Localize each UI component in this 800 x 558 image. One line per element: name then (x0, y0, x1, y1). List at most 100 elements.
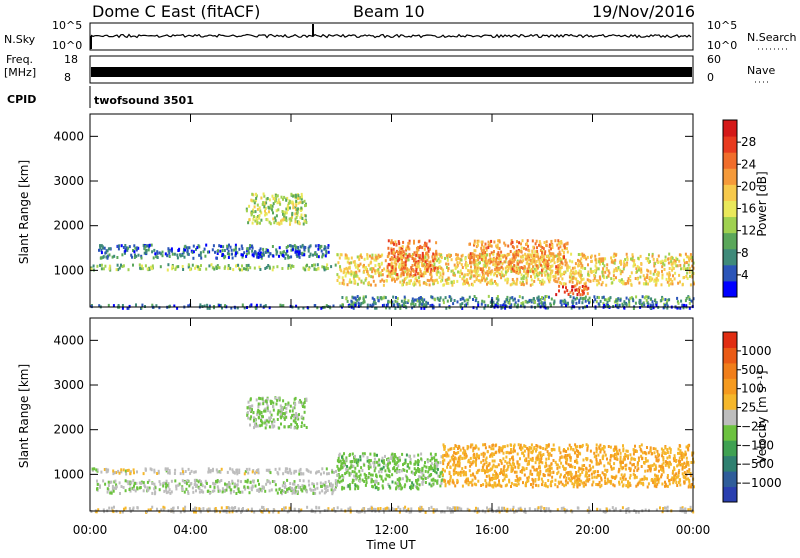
velocity-cell-2 (387, 462, 389, 465)
power-cell-1 (204, 248, 206, 251)
power-cell-5 (516, 245, 518, 248)
power-cell-7 (576, 297, 578, 300)
velocity-cell-3 (687, 477, 689, 480)
power-cell-3 (672, 257, 674, 260)
velocity-cell-1 (285, 407, 287, 410)
power-cell-7 (353, 296, 355, 299)
power-cell-6 (571, 285, 573, 288)
velocity-cell-0 (256, 469, 258, 472)
power-cell-3 (594, 277, 596, 280)
velocity-cell-3 (588, 478, 590, 481)
power-cell-1 (134, 247, 136, 250)
power-cell-3 (685, 253, 687, 256)
velocity-cell-0 (92, 468, 94, 471)
power-cell-6 (558, 289, 560, 292)
velocity-cell-3 (652, 464, 654, 467)
power-cell-4 (397, 251, 399, 254)
power-cell-2 (302, 201, 304, 204)
velocity-cell-3 (643, 478, 645, 481)
velocity-cell-2 (431, 457, 433, 460)
velocity-cell-2 (408, 455, 410, 458)
power-cell-3 (665, 256, 667, 259)
power-cell-7 (415, 299, 417, 302)
velocity-cell-2 (378, 487, 380, 490)
power-cell-0 (109, 267, 111, 270)
power-cell-8 (683, 304, 685, 307)
velocity-cell-3 (462, 485, 464, 488)
velocity-cell-2 (415, 480, 417, 483)
velocity-cell-0 (335, 470, 337, 473)
power-cell-0 (182, 265, 184, 268)
power-cell-0 (200, 264, 202, 267)
power-cell-0 (315, 268, 317, 271)
power-cell-0 (245, 268, 247, 271)
power-cell-3 (343, 271, 345, 274)
power-cell-5 (535, 242, 537, 245)
power-cell-3 (652, 255, 654, 258)
velocity-cell-2 (434, 459, 436, 462)
power-cell-1 (247, 247, 249, 250)
velocity-cell-2 (433, 456, 435, 459)
power-cell-7 (365, 295, 367, 298)
power-cell-5 (513, 264, 515, 267)
power-cell-3 (456, 261, 458, 264)
power-cell-7 (410, 303, 412, 306)
velocity-cell-3 (625, 468, 627, 471)
velocity-cell-2 (359, 455, 361, 458)
power-cell-3 (448, 253, 450, 256)
velocity-cell-2 (352, 453, 354, 456)
power-cell-0 (229, 267, 231, 270)
velocity-cell-2 (382, 484, 384, 487)
power-cell-3 (458, 257, 460, 260)
velocity-cell-0 (193, 471, 195, 474)
velocity-cell-3 (486, 466, 488, 469)
velocity-cell-3 (527, 463, 529, 466)
velocity-cell-2 (343, 464, 345, 467)
velocity-cell-3 (604, 482, 606, 485)
power-cell-7 (610, 296, 612, 299)
velocity-cell-2 (381, 475, 383, 478)
power-cell-5 (528, 249, 530, 252)
power-cell-5 (536, 240, 538, 243)
power-cell-3 (631, 284, 633, 287)
power-cell-2 (284, 213, 286, 216)
power-cell-3 (504, 279, 506, 282)
velocity-cell-3 (566, 459, 568, 462)
velocity-cell-1 (253, 411, 255, 414)
power-cell-4 (435, 250, 437, 253)
velocity-cell-3 (501, 449, 503, 452)
velocity-cell-3 (492, 474, 494, 477)
power-cell-3 (474, 280, 476, 283)
power-cell-3 (515, 282, 517, 285)
power-cell-3 (370, 262, 372, 265)
power-cell-3 (355, 266, 357, 269)
velocity-cell-3 (597, 470, 599, 473)
power-cell-8 (383, 304, 385, 307)
power-cell-7 (469, 296, 471, 299)
velocity-cell-3 (596, 444, 598, 447)
power-cell-1 (233, 249, 235, 252)
power-cell-1 (251, 245, 253, 248)
velocity-cell-3 (554, 483, 556, 486)
power-cell-7 (584, 297, 586, 300)
velocity-cell-3 (512, 450, 514, 453)
velocity-cell-3 (532, 466, 534, 469)
velocity-cell-2 (357, 459, 359, 462)
power-cell-1 (235, 246, 237, 249)
velocity-cell-3 (563, 476, 565, 479)
power-cell-1 (196, 246, 198, 249)
velocity-cell-3 (598, 447, 600, 450)
power-cell-3 (448, 277, 450, 280)
velocity-cell-3 (544, 474, 546, 477)
power-cell-3 (347, 283, 349, 286)
power-cell-3 (380, 271, 382, 274)
velocity-cell-3 (486, 475, 488, 478)
power-cell-5 (469, 261, 471, 264)
power-cell-5 (487, 246, 489, 249)
power-cell-3 (366, 270, 368, 273)
velocity-cell-3 (495, 444, 497, 447)
power-cell-5 (548, 257, 550, 260)
power-cell-2 (295, 195, 297, 198)
velocity-cell-3 (619, 449, 621, 452)
velocity-cell-0 (231, 468, 233, 471)
